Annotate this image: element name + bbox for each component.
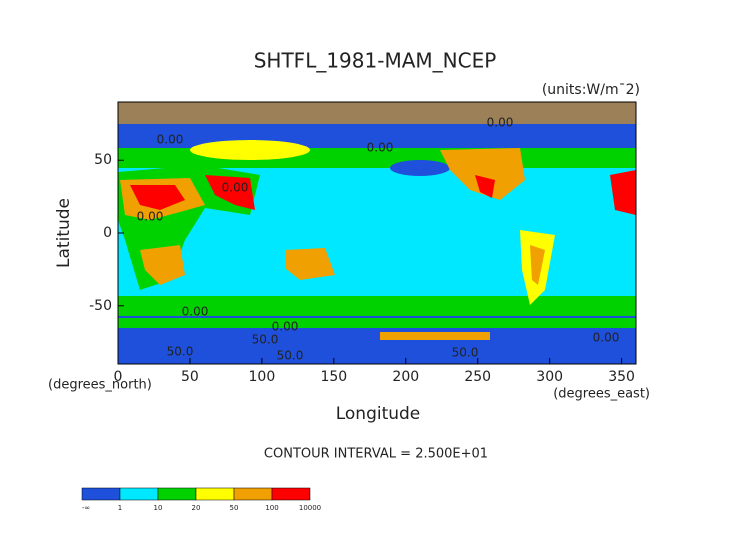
colorbar-swatch [119,487,159,501]
colorbar-label: 10 [154,504,163,512]
contour-label: 0.00 [593,331,620,345]
contour-label: 0.00 [222,181,249,195]
colorbar-swatch [195,487,235,501]
contour-label: 0.00 [157,133,184,147]
y-tick-label: 50 [94,152,112,168]
colorbar-label: 10000 [299,504,321,512]
x-tick-label: 100 [249,369,276,385]
x-tick-label: 350 [608,369,635,385]
contour-label: 0.00 [272,320,299,334]
y-axis-label: Latitude [54,198,74,268]
contour-label: 0.00 [367,141,394,155]
x-tick-label: 50 [181,369,199,385]
colorbar-swatch [271,487,311,501]
contour-label: 0.00 [487,116,514,130]
field [118,102,636,364]
y-tick-label: -50 [89,298,112,314]
contour-label: 50.0 [452,346,479,360]
contour-label: 0.00 [182,305,209,319]
colorbar-swatch [233,487,273,501]
x-tick-label: 300 [536,369,563,385]
contour-label: 0.00 [137,210,164,224]
x-tick-label: 250 [464,369,491,385]
colorbar-label: -∞ [82,504,90,512]
colorbar-label: 1 [118,504,122,512]
x-tick-label: 0 [114,369,123,385]
contour-label: 50.0 [167,345,194,359]
contour-label: 50.0 [252,333,279,347]
chart-title: SHTFL_1981-MAM_NCEP [254,49,497,73]
colorbar-label: 100 [265,504,278,512]
colorbar-label: 20 [192,504,201,512]
x-tick-label: 200 [392,369,419,385]
colorbar-swatch [81,487,121,501]
colorbar-swatch [157,487,197,501]
x-axis-label: Longitude [336,404,421,424]
contour-note: CONTOUR INTERVAL = 2.500E+01 [264,447,488,462]
x-unit: (degrees_east) [553,387,650,402]
units: (units:W/m¯2) [542,82,640,98]
contour-label: 50.0 [277,349,304,363]
colorbar-label: 50 [230,504,239,512]
y-unit: (degrees_north) [48,378,152,393]
y-tick-label: 0 [103,225,112,241]
x-tick-label: 150 [320,369,347,385]
